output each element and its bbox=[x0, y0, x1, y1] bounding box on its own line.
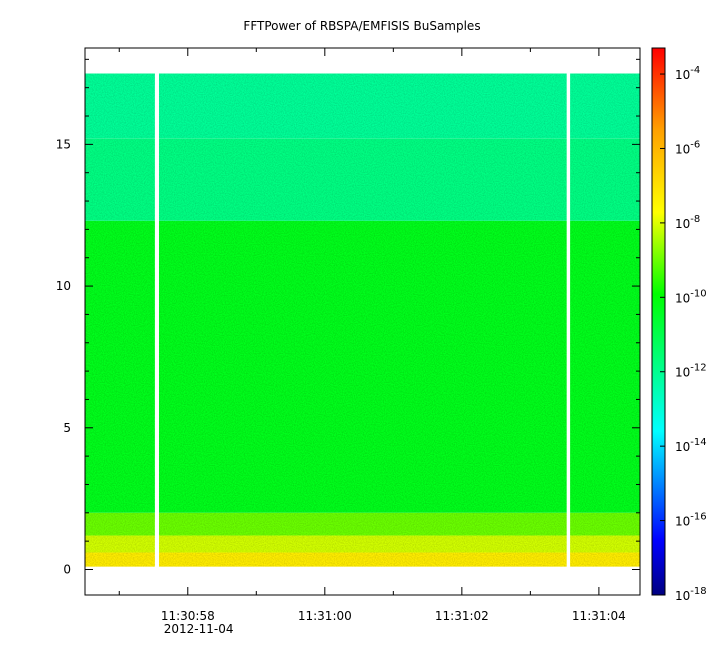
y-tick-label: 15 bbox=[56, 137, 71, 151]
power-band bbox=[85, 220, 640, 513]
colorbar-tick-label: 10-8 bbox=[675, 214, 700, 231]
power-band bbox=[85, 535, 640, 553]
x-tick-label: 11:31:02 bbox=[435, 609, 489, 623]
colorbar-tick-label: 10-10 bbox=[675, 288, 707, 305]
colorbar-axis: 10-4 10-6 10-8 10-10 10-12 10-14 10-16 10-18 bbox=[660, 65, 707, 603]
x-date-label: 2012-11-04 bbox=[164, 622, 234, 636]
colorbar bbox=[651, 47, 666, 596]
y-axis: 0 5 10 15 bbox=[56, 58, 640, 576]
power-band bbox=[85, 73, 640, 139]
power-band bbox=[85, 512, 640, 536]
colorbar-tick-label: 10-12 bbox=[675, 363, 707, 380]
colorbar-tick-label: 10-6 bbox=[675, 139, 700, 156]
data-gap bbox=[566, 72, 571, 568]
chart-title: FFTPower of RBSPA/EMFISIS BuSamples bbox=[243, 19, 480, 33]
colorbar-tick-label: 10-16 bbox=[675, 512, 707, 529]
colorbar-tick-label: 10-4 bbox=[675, 65, 700, 82]
x-tick-label: 11:31:04 bbox=[572, 609, 626, 623]
colorbar-tick-label: 10-14 bbox=[675, 437, 707, 454]
y-tick-label: 10 bbox=[56, 279, 71, 293]
x-tick-label: 11:31:00 bbox=[298, 609, 352, 623]
data-gaps bbox=[154, 72, 571, 568]
y-tick-label: 5 bbox=[63, 421, 71, 435]
spectrogram-image bbox=[85, 73, 640, 567]
x-tick-label: 11:30:58 bbox=[161, 609, 215, 623]
plot-frame bbox=[84, 47, 641, 596]
power-band bbox=[85, 138, 640, 221]
colorbar-tick-label: 10-18 bbox=[675, 586, 707, 603]
data-gap bbox=[154, 72, 159, 568]
y-tick-label: 0 bbox=[63, 562, 71, 576]
power-band bbox=[85, 552, 640, 567]
